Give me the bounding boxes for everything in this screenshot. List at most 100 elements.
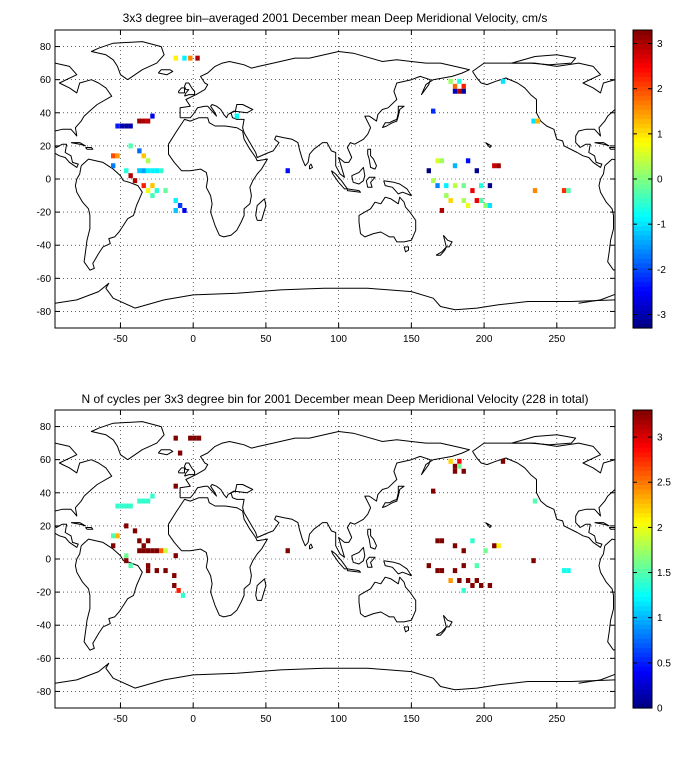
- coastline: [442, 614, 453, 628]
- coastline: [598, 158, 615, 271]
- bin-cells: [111, 55, 571, 213]
- colorbar-segment: [633, 169, 652, 175]
- bin-cell: [115, 503, 120, 509]
- colorbar-segment: [633, 234, 652, 241]
- bin-cell: [285, 548, 290, 554]
- bin-cell: [444, 183, 449, 189]
- coastline: [55, 62, 113, 168]
- bin-cell: [426, 168, 431, 174]
- colorbar-segment: [633, 90, 652, 96]
- bin-cell: [470, 188, 475, 194]
- bin-cell: [111, 533, 116, 539]
- bin-cell: [192, 435, 197, 441]
- coastline: [435, 626, 447, 636]
- bin-cell: [137, 148, 142, 154]
- colorbar-segment: [633, 591, 652, 597]
- bin-cell: [439, 158, 445, 164]
- colorbar-segment: [633, 239, 652, 245]
- bin-cell: [452, 463, 458, 469]
- colorbar-segment: [633, 267, 652, 273]
- colorbar-segment: [633, 309, 652, 315]
- coastline: [74, 158, 143, 271]
- bin-cell: [150, 548, 155, 554]
- colorbar-segment: [633, 109, 652, 115]
- bin-cell: [128, 143, 133, 149]
- colorbar-segment: [633, 689, 652, 695]
- colorbar-segment: [633, 675, 652, 681]
- bin-cell: [132, 528, 138, 534]
- bin-cell: [141, 168, 146, 174]
- bin-cell: [457, 78, 462, 84]
- y-tick-label: 20: [40, 141, 52, 152]
- bin-cell: [176, 587, 181, 593]
- colorbar-segment: [633, 62, 652, 68]
- colorbar-segment: [633, 113, 652, 120]
- y-tick-label: 0: [45, 175, 51, 186]
- bin-cell: [448, 458, 453, 464]
- colorbar-segment: [633, 85, 652, 92]
- coastline: [485, 522, 492, 528]
- coastline: [85, 147, 94, 150]
- bin-cell: [141, 548, 146, 554]
- colorbar-segment: [633, 286, 652, 292]
- coastline: [178, 467, 185, 474]
- y-tick-label: -40: [37, 621, 52, 632]
- colorbar-segment: [633, 656, 652, 663]
- bin-cell: [496, 543, 501, 549]
- colorbar-segment: [633, 493, 652, 500]
- colorbar-segment: [633, 605, 652, 611]
- y-tick-label: -80: [37, 307, 52, 318]
- coastline: [55, 282, 615, 311]
- coastline: [383, 180, 412, 197]
- bin-cell: [163, 548, 168, 554]
- bin-cell: [137, 498, 142, 504]
- x-tick-label: 0: [190, 334, 196, 345]
- bin-cell: [431, 108, 436, 114]
- x-tick-label: 100: [330, 334, 347, 345]
- y-tick-label: 80: [40, 422, 52, 433]
- bin-cell: [431, 178, 436, 184]
- coastline: [367, 148, 377, 170]
- colorbar-segment: [633, 174, 652, 180]
- bin-cell: [448, 78, 453, 84]
- bin-cell: [452, 468, 458, 474]
- colorbar-segment: [633, 244, 652, 250]
- y-tick-label: -60: [37, 274, 52, 285]
- colorbar-segment: [633, 225, 652, 231]
- bin-cell: [496, 163, 501, 169]
- bin-cell: [500, 458, 506, 464]
- bin-cell: [435, 158, 440, 164]
- colorbar-segment: [633, 262, 652, 269]
- colorbar-segment: [633, 192, 652, 199]
- bin-cell: [137, 168, 142, 174]
- coastline: [511, 54, 577, 66]
- bin-cell: [500, 78, 506, 84]
- colorbar-segment: [633, 568, 652, 574]
- colorbar-segment: [633, 642, 652, 649]
- y-tick-label: 60: [40, 75, 52, 86]
- bin-cell: [461, 198, 466, 204]
- coastline: [692, 118, 696, 237]
- colorbar-segment: [633, 323, 652, 329]
- colorbar-segment: [633, 118, 652, 124]
- colorbar-tick-label: 1.5: [657, 568, 671, 579]
- bin-cell: [124, 503, 129, 509]
- colorbar-segment: [633, 76, 652, 82]
- bin-cell: [431, 488, 436, 494]
- colorbar-segment: [633, 596, 652, 602]
- x-tick-label: 100: [330, 714, 347, 725]
- bin-cell: [145, 188, 151, 194]
- coastline: [74, 538, 143, 651]
- colorbar-segment: [633, 179, 652, 185]
- bin-cell: [457, 578, 462, 584]
- colorbar-segment: [633, 666, 652, 672]
- bin-cell: [474, 578, 479, 584]
- bin-cell: [145, 158, 151, 164]
- bin-cell: [439, 538, 445, 544]
- colorbar-segment: [633, 104, 652, 110]
- colorbar-segment: [633, 230, 652, 236]
- bin-cell: [452, 183, 458, 189]
- colorbar-segment: [633, 95, 652, 101]
- colorbar-segment: [633, 694, 652, 700]
- colorbar-segment: [633, 43, 652, 50]
